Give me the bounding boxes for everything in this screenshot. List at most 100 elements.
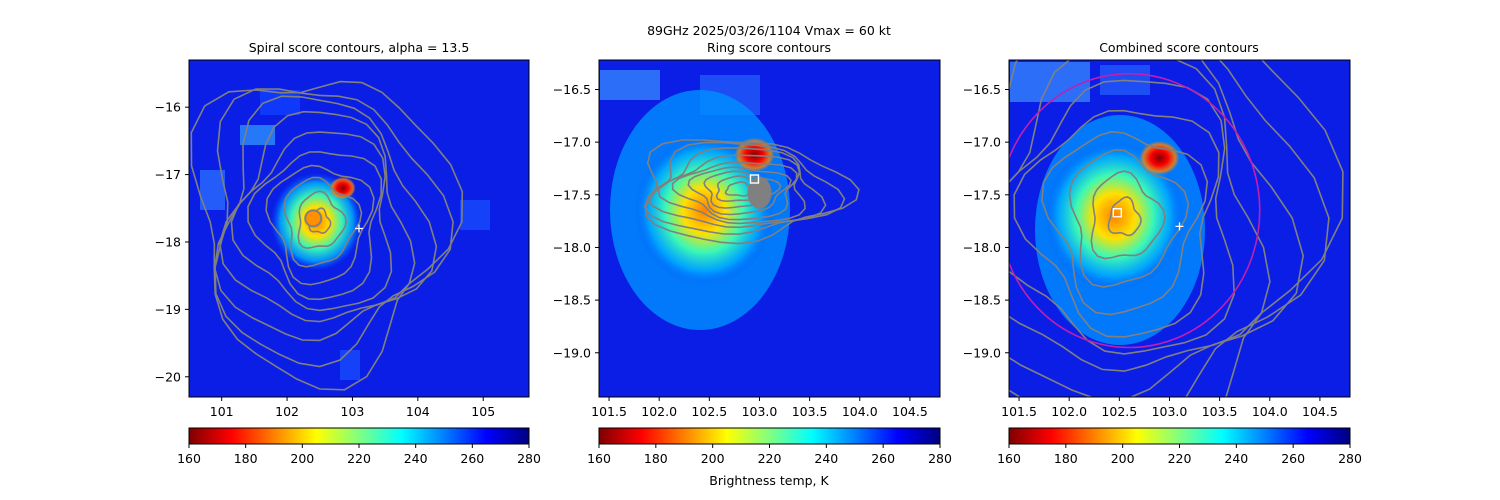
y-tick-label: −20 (155, 369, 181, 384)
y-tick-label: −17.0 (963, 135, 1001, 150)
panel-ring: Ring score contours 101.5 102.0 102.5 103.0… (553, 40, 952, 488)
y-ticks: −16.5 −17.0 −17.5 −18.0 −18.5 −19.0 (553, 82, 599, 360)
y-tick-label: −16 (155, 100, 181, 115)
y-tick-label: −19.0 (553, 345, 591, 360)
colorbar: 160 180 200 220 240 260 280 (177, 427, 541, 466)
contour-line (1013, 109, 1220, 338)
y-tick-label: −16.5 (553, 82, 591, 97)
contour-line (1090, 170, 1166, 260)
colorbar-tick-label: 280 (517, 451, 541, 466)
plot-area-combined (1009, 60, 1350, 397)
x-tick-label: 104.0 (1252, 404, 1288, 419)
contour-line (230, 131, 393, 312)
contour-line (297, 190, 348, 250)
y-tick-label: −18.0 (553, 240, 591, 255)
plot-area-spiral (189, 60, 529, 397)
contour-line (647, 147, 827, 229)
markers (749, 174, 760, 184)
y-tick-label: −18.5 (553, 293, 591, 308)
plus-marker (1175, 222, 1184, 231)
panel-title-ring: Ring score contours (707, 40, 831, 55)
colorbar-bar (1008, 427, 1351, 445)
colorbar-label: Brightness temp, K (709, 473, 829, 488)
markers (304, 209, 363, 233)
y-tick-label: −16.5 (963, 82, 1001, 97)
colorbar: 160 180 200 220 240 260 280 (997, 427, 1362, 466)
core-warm-region (634, 135, 775, 286)
y-tick-label: −18 (155, 234, 181, 249)
contour-line (283, 176, 363, 268)
axes-frame (188, 59, 530, 398)
y-tick-label: −18.0 (963, 240, 1001, 255)
x-ticks: 101.5 102.0 102.5 103.0 103.5 104.0 104.5 (1001, 397, 1338, 419)
contour-line (643, 141, 846, 235)
colorbar-tick-label: 160 (997, 451, 1021, 466)
colorbar-tick-label: 200 (1111, 451, 1135, 466)
center-circle (1009, 72, 1261, 349)
panel-title-combined: Combined score contours (1099, 40, 1259, 55)
colorbar-tick-label: 180 (234, 451, 258, 466)
y-tick-label: −19 (155, 302, 181, 317)
x-tick-label: 102.5 (691, 404, 727, 419)
suptitle: 89GHz 2025/03/26/1104 Vmax = 60 kt (647, 23, 891, 38)
contour-line (644, 139, 860, 245)
y-tick-label: −17.5 (963, 187, 1001, 202)
colorbar-tick-label: 240 (1224, 451, 1248, 466)
square-marker (1112, 208, 1123, 218)
coldest-region (329, 176, 356, 200)
contour-line (671, 161, 798, 221)
x-tick-label: 102.0 (641, 404, 677, 419)
colorbar-tick-label: 260 (871, 451, 895, 466)
panel-combined: Combined score contours 101.5 102.0 102.5 1… (963, 40, 1362, 466)
panel-spiral: Spiral score contours, alpha = 13.5 101 1… (155, 40, 541, 466)
contour-line (190, 80, 464, 391)
contour-line (1068, 149, 1190, 288)
background-texture (200, 90, 490, 380)
square-marker (749, 174, 760, 184)
y-tick-label: −17.5 (553, 187, 591, 202)
contour-line (724, 181, 755, 197)
colorbar-tick-label: 240 (404, 451, 428, 466)
colorbar-ticks: 160 180 200 220 240 260 280 (587, 444, 952, 466)
colorbar-tick-label: 240 (814, 451, 838, 466)
x-tick-label: 104.5 (1302, 404, 1338, 419)
y-ticks: −16.5 −17.0 −17.5 −18.0 −18.5 −19.0 (963, 82, 1009, 360)
contour-line (1009, 60, 1305, 397)
contour-line (218, 110, 416, 323)
y-ticks: −16 −17 −18 −19 −20 (155, 100, 189, 384)
contour-line (1107, 196, 1142, 237)
x-tick-label: 102.5 (1101, 404, 1137, 419)
contour-line (247, 151, 383, 301)
colorbar-tick-label: 280 (928, 451, 952, 466)
colorbar-bar (598, 427, 941, 445)
y-tick-label: −17 (155, 167, 181, 182)
colorbar-tick-label: 200 (290, 451, 314, 466)
colorbar-tick-label: 260 (1281, 451, 1305, 466)
colorbar-tick-label: 200 (701, 451, 725, 466)
colorbar: 160 180 200 220 240 260 280 (587, 427, 952, 466)
colorbar-tick-label: 180 (1054, 451, 1078, 466)
markers (1112, 208, 1184, 231)
contour-line (265, 164, 375, 286)
x-tick-label: 101.5 (1001, 404, 1037, 419)
x-tick-label: 103.5 (1202, 404, 1238, 419)
colorbar-ticks: 160 180 200 220 240 260 280 (997, 444, 1362, 466)
x-ticks: 101.5 102.0 102.5 103.0 103.5 104.0 104.5 (591, 397, 928, 419)
axes-frame (598, 59, 941, 398)
center-circle-marker (304, 209, 323, 228)
colorbar-tick-label: 260 (460, 451, 484, 466)
x-tick-label: 102.0 (1051, 404, 1087, 419)
panel-title-spiral: Spiral score contours, alpha = 13.5 (249, 40, 470, 55)
axes-frame (1008, 59, 1351, 398)
score-contours (190, 80, 464, 391)
x-ticks: 101 102 103 104 105 (210, 397, 495, 419)
x-tick-label: 103.0 (742, 404, 778, 419)
contour-line (1009, 60, 1330, 397)
x-tick-label: 104 (406, 404, 430, 419)
colorbar-tick-label: 280 (1338, 451, 1362, 466)
colorbar-tick-label: 160 (177, 451, 201, 466)
x-tick-label: 104.0 (842, 404, 878, 419)
colorbar-tick-label: 220 (1168, 451, 1192, 466)
contour-line (687, 166, 792, 216)
